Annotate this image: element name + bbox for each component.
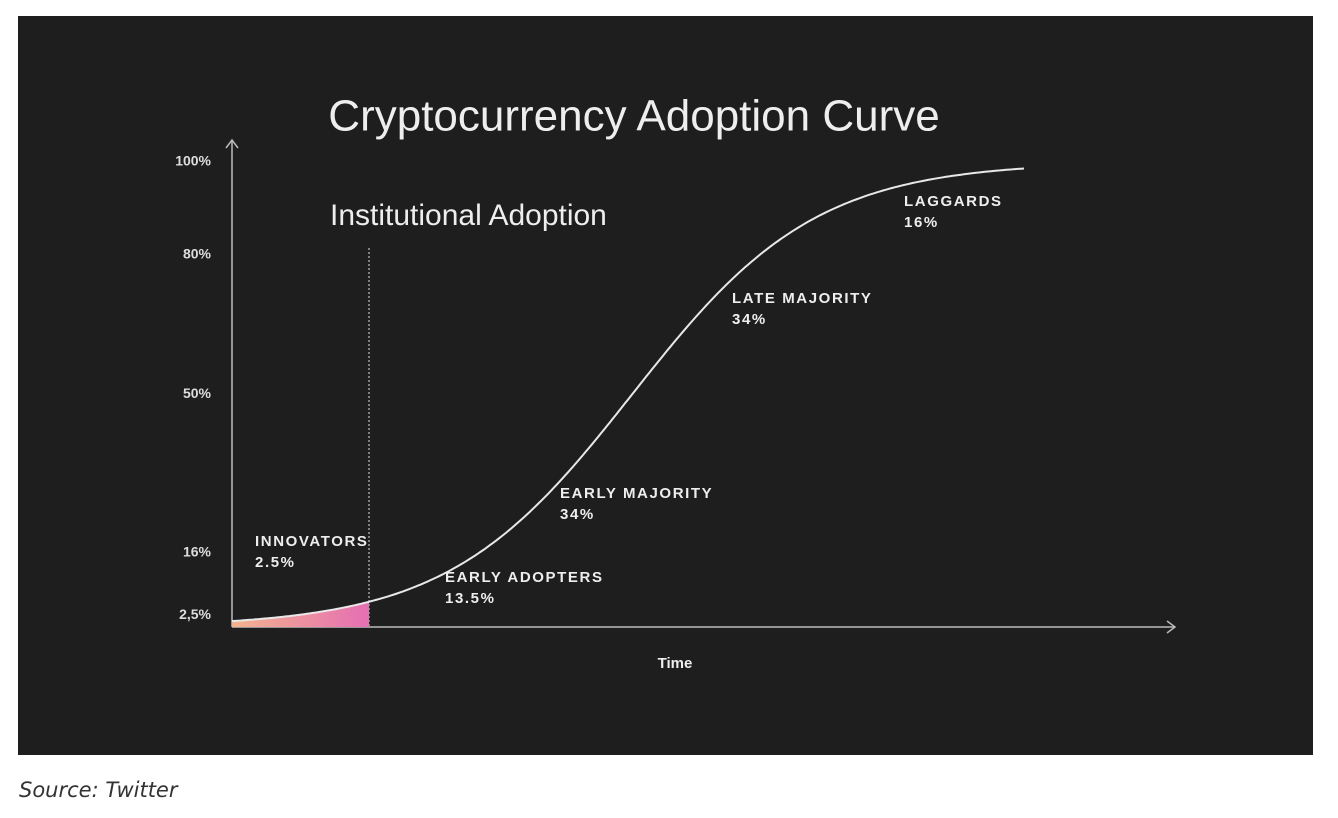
innovators-area: [232, 601, 369, 627]
segment-name: EARLY ADOPTERS: [445, 569, 604, 586]
segment-name: INNOVATORS: [255, 533, 369, 550]
y-tick-label: 50%: [183, 385, 212, 401]
adoption-curve: [231, 167, 1025, 623]
chart-title: Cryptocurrency Adoption Curve: [328, 92, 939, 141]
marker-label: Institutional Adoption: [330, 199, 607, 232]
caption: Source: Twitter: [19, 778, 178, 802]
segment-share: 16%: [904, 214, 939, 231]
segment-name: LATE MAJORITY: [732, 290, 873, 307]
segment-name: LAGGARDS: [904, 193, 1003, 210]
segment-name: EARLY MAJORITY: [560, 485, 713, 502]
chart-panel: [18, 16, 1313, 755]
segment-share: 34%: [732, 311, 767, 328]
y-tick-label: 100%: [175, 153, 211, 169]
y-tick-label: 80%: [183, 246, 212, 262]
x-axis-arrow: [1166, 620, 1177, 634]
x-axis-label: Time: [658, 655, 693, 672]
y-tick-label: 2,5%: [179, 606, 211, 622]
segment-share: 2.5%: [255, 554, 296, 571]
y-tick-label: 16%: [183, 543, 212, 559]
segment-share: 13.5%: [445, 590, 496, 607]
y-axis-arrow: [225, 138, 239, 149]
segment-share: 34%: [560, 506, 595, 523]
